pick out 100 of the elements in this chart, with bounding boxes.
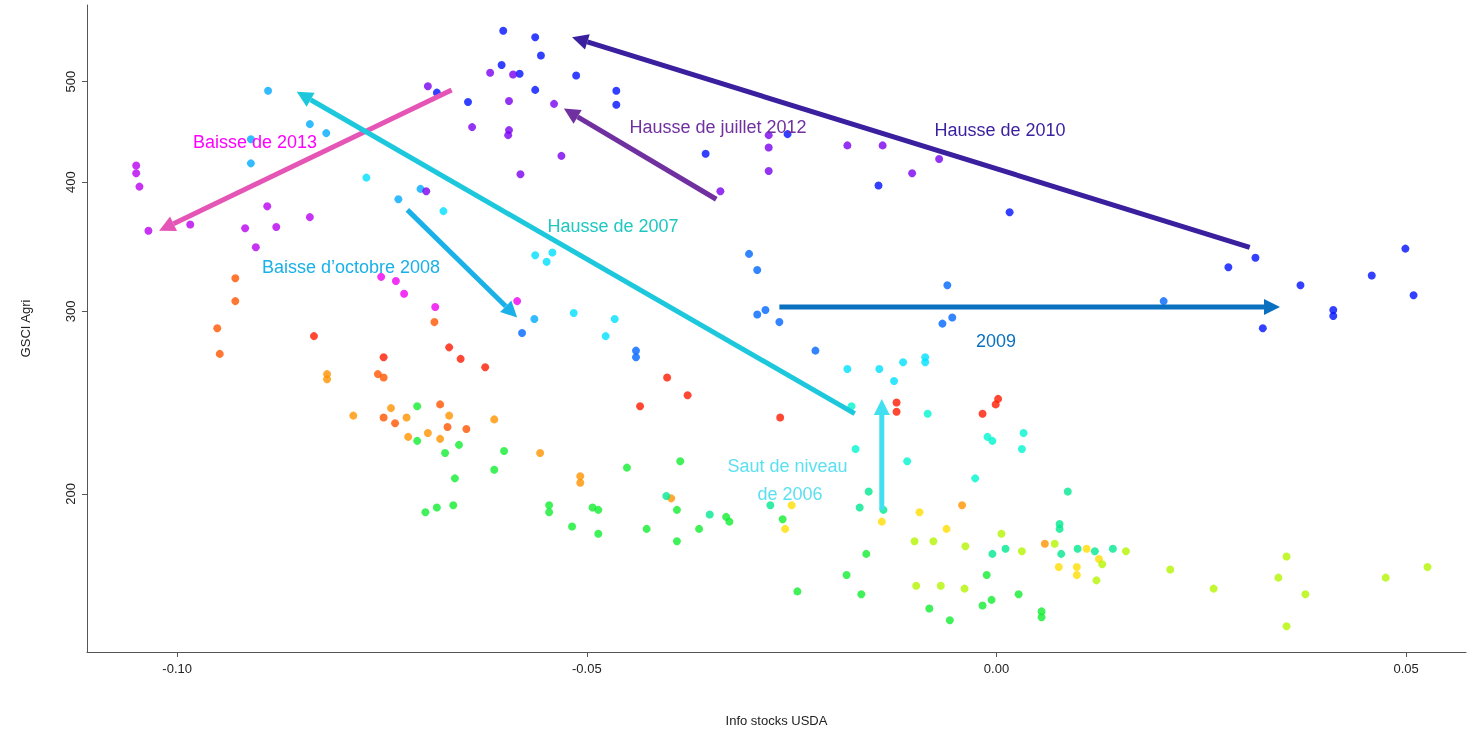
point <box>490 465 499 474</box>
point <box>576 478 585 487</box>
point <box>379 413 388 422</box>
point <box>945 616 954 625</box>
point <box>1090 547 1099 556</box>
point <box>961 542 970 551</box>
annotation: Hausse de juillet 2012 <box>629 117 807 137</box>
point <box>878 141 887 150</box>
point <box>745 249 754 258</box>
point <box>402 413 411 422</box>
point <box>445 411 454 420</box>
point <box>594 505 603 514</box>
point <box>1017 547 1026 556</box>
point <box>631 353 640 362</box>
point <box>436 400 445 409</box>
x-tick-label: -0.05 <box>572 661 602 676</box>
point <box>490 415 499 424</box>
point <box>753 265 762 274</box>
point <box>862 549 871 558</box>
point <box>394 195 403 204</box>
point <box>421 508 430 517</box>
annotation: 2009 <box>975 331 1017 351</box>
annotation: Hausse de 2007 <box>547 216 679 236</box>
point <box>978 409 987 418</box>
point <box>903 457 912 466</box>
point <box>890 377 899 386</box>
point <box>264 86 273 95</box>
point <box>764 143 773 152</box>
point <box>531 85 540 94</box>
point <box>1054 562 1063 571</box>
point <box>1055 524 1064 533</box>
point <box>263 202 272 211</box>
point <box>1082 544 1091 553</box>
point <box>213 324 222 333</box>
point <box>1050 539 1059 548</box>
point <box>948 313 957 322</box>
point <box>1040 539 1049 548</box>
point <box>958 501 967 510</box>
point <box>486 68 495 77</box>
point <box>379 353 388 362</box>
point <box>531 251 540 260</box>
point <box>241 224 250 233</box>
point <box>874 181 883 190</box>
point <box>705 510 714 519</box>
point <box>1381 573 1390 582</box>
point <box>929 537 938 546</box>
point <box>778 515 787 524</box>
y-axis-title: GSCI Agri <box>18 299 33 358</box>
point <box>548 248 557 257</box>
point <box>1224 263 1233 272</box>
point <box>468 123 477 132</box>
point <box>186 220 195 229</box>
point <box>843 364 852 373</box>
point <box>400 289 409 298</box>
point <box>536 51 545 60</box>
point <box>1098 560 1107 569</box>
point <box>569 308 578 317</box>
point <box>843 141 852 150</box>
point <box>594 529 603 538</box>
point <box>144 226 153 235</box>
point <box>766 501 775 510</box>
point <box>908 169 917 178</box>
point <box>636 402 645 411</box>
point <box>612 100 621 109</box>
point <box>1296 281 1305 290</box>
point <box>391 277 400 286</box>
point <box>997 529 1006 538</box>
point <box>449 501 458 510</box>
point <box>518 328 527 337</box>
point <box>1282 622 1291 631</box>
point <box>499 26 508 35</box>
point <box>761 305 770 314</box>
point <box>462 425 471 434</box>
point <box>215 349 224 358</box>
point <box>982 570 991 579</box>
point <box>994 394 1003 403</box>
point <box>1282 552 1291 561</box>
point <box>231 297 240 306</box>
point <box>1108 544 1117 553</box>
point <box>987 595 996 604</box>
point <box>1409 291 1418 300</box>
point <box>504 131 513 140</box>
point <box>676 457 685 466</box>
point <box>892 398 901 407</box>
point <box>1092 576 1101 585</box>
point <box>683 391 692 400</box>
point <box>509 70 518 79</box>
point <box>877 517 886 526</box>
point <box>1166 565 1175 574</box>
point <box>373 370 382 379</box>
point <box>1019 428 1028 437</box>
point <box>432 503 441 512</box>
point <box>1274 573 1283 582</box>
point <box>1301 590 1310 599</box>
point <box>450 474 459 483</box>
point <box>422 187 431 196</box>
point <box>362 173 371 182</box>
point <box>899 358 908 367</box>
point <box>921 358 930 367</box>
point <box>305 120 314 129</box>
